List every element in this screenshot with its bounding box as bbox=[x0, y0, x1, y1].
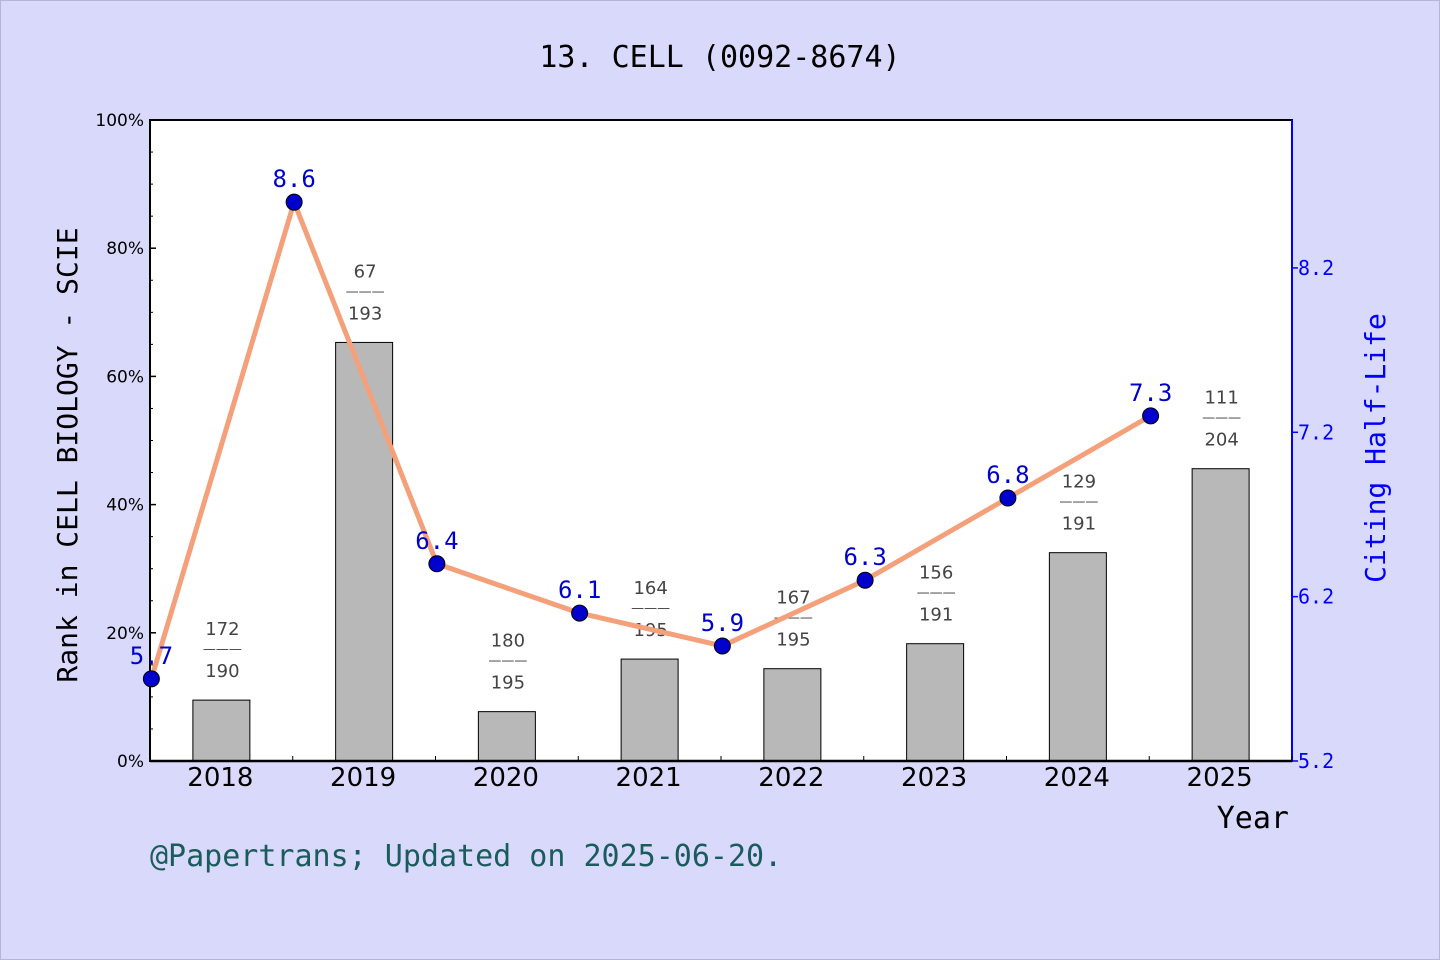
half-life-point-2023 bbox=[856, 571, 874, 589]
rank-label-denominator: 191 bbox=[1062, 514, 1096, 535]
half-life-point-2018 bbox=[142, 670, 160, 688]
x-tick-label: 2023 bbox=[901, 763, 967, 793]
half-life-value-label: 5.7 bbox=[130, 642, 173, 670]
bar-2018 bbox=[192, 699, 251, 762]
y-tick-label: 100% bbox=[95, 111, 144, 131]
rank-label-numerator: 111 bbox=[1204, 388, 1238, 409]
rank-label-separator: ——— bbox=[917, 586, 956, 601]
bar-2025 bbox=[1191, 468, 1250, 762]
rank-label-numerator: 172 bbox=[205, 619, 239, 640]
rank-label-separator: ——— bbox=[774, 611, 813, 626]
x-tick-label: 2021 bbox=[616, 763, 682, 793]
x-tick-label: 2022 bbox=[758, 763, 824, 793]
x-axis-title: Year bbox=[1217, 801, 1289, 836]
y2-tick-label: 8.2 bbox=[1298, 256, 1334, 280]
half-life-value-label: 7.3 bbox=[1129, 379, 1172, 407]
footer-credit: @Papertrans; Updated on 2025-06-20. bbox=[150, 839, 782, 874]
rank-label-denominator: 195 bbox=[776, 630, 810, 651]
x-tick-label: 2020 bbox=[473, 763, 539, 793]
axes-layer: 0% 20% 40% 60% 80% 100% 5.2 6.2 7.2 8.2 2018 2019 20… bbox=[95, 111, 1334, 793]
y2-tick-label: 7.2 bbox=[1298, 420, 1334, 444]
y-tick-label: 0% bbox=[117, 752, 144, 772]
rank-labels-layer: 172 ——— 190 67 ——— 193 180 ——— 195 164 ——— 195 167 ——… bbox=[203, 261, 1241, 693]
half-life-value-label: 8.6 bbox=[272, 165, 315, 193]
bar-2020 bbox=[477, 711, 536, 762]
rank-label-separator: ——— bbox=[346, 284, 385, 299]
bar-2021 bbox=[620, 658, 679, 762]
rank-label-denominator: 193 bbox=[348, 303, 382, 324]
y-tick-label: 60% bbox=[106, 367, 144, 387]
x-tick-label: 2024 bbox=[1044, 763, 1110, 793]
rank-label-denominator: 191 bbox=[919, 605, 953, 626]
bar-2022 bbox=[763, 668, 822, 762]
y-tick-label: 20% bbox=[106, 624, 144, 644]
half-life-point-2021 bbox=[571, 604, 589, 622]
half-life-point-2024 bbox=[999, 489, 1017, 507]
rank-label-numerator: 67 bbox=[354, 261, 377, 282]
rank-label-numerator: 164 bbox=[633, 578, 667, 599]
y2-axis-title: Citing Half-Life bbox=[1359, 313, 1392, 583]
plot-area bbox=[149, 119, 1293, 762]
bar-2024 bbox=[1048, 552, 1107, 762]
rank-label-separator: ——— bbox=[1202, 411, 1241, 426]
half-life-point-2019 bbox=[285, 193, 303, 211]
rank-label-denominator: 195 bbox=[491, 673, 525, 694]
x-tick-label: 2025 bbox=[1187, 763, 1253, 793]
rank-label-denominator: 204 bbox=[1204, 430, 1238, 451]
half-life-point-2020 bbox=[428, 555, 446, 573]
chart-title: 13. CELL (0092-8674) bbox=[539, 40, 900, 75]
x-tick-label: 2019 bbox=[330, 763, 396, 793]
y-axis-title: Rank in CELL BIOLOGY - SCIE bbox=[51, 227, 84, 682]
half-life-value-label: 6.8 bbox=[986, 461, 1029, 489]
bar-2019 bbox=[335, 341, 394, 762]
rank-label-numerator: 129 bbox=[1062, 472, 1096, 493]
rank-label-separator: ——— bbox=[631, 601, 670, 616]
rank-label-numerator: 156 bbox=[919, 563, 953, 584]
y-tick-label: 80% bbox=[106, 239, 144, 259]
bar-2023 bbox=[906, 643, 965, 762]
half-life-point-2025 bbox=[1142, 407, 1160, 425]
half-life-value-label: 6.3 bbox=[843, 543, 886, 571]
rank-label-separator: ——— bbox=[488, 654, 527, 669]
rank-label-denominator: 190 bbox=[205, 661, 239, 682]
half-life-value-label: 5.9 bbox=[701, 609, 744, 637]
x-tick-label: 2018 bbox=[187, 763, 253, 793]
rank-label-separator: ——— bbox=[203, 642, 242, 657]
half-life-line-layer: 5.7 8.6 6.4 6.1 5.9 6.3 6.8 7.3 bbox=[130, 165, 1172, 688]
half-life-line bbox=[148, 199, 1154, 682]
half-life-value-label: 6.4 bbox=[415, 527, 458, 555]
half-life-value-label: 6.1 bbox=[558, 576, 601, 604]
y-tick-label: 40% bbox=[106, 496, 144, 516]
half-life-point-2022 bbox=[713, 637, 731, 655]
y2-tick-label: 5.2 bbox=[1298, 749, 1334, 773]
rank-label-separator: ——— bbox=[1059, 495, 1098, 510]
rank-label-numerator: 180 bbox=[491, 631, 525, 652]
rank-label-numerator: 167 bbox=[776, 588, 810, 609]
y2-tick-label: 6.2 bbox=[1298, 585, 1334, 609]
